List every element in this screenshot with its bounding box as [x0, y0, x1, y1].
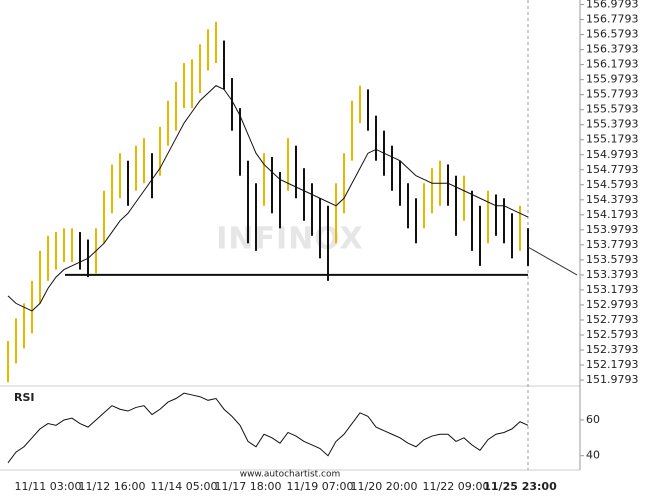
y-tick-label: 152.7793 — [586, 313, 639, 326]
y-tick-label: 155.9793 — [586, 73, 639, 86]
y-tick-label: 152.3793 — [586, 343, 639, 356]
y-tick-label: 155.7793 — [586, 88, 639, 101]
rsi-title: RSI — [14, 391, 35, 404]
y-tick-label: 60 — [586, 413, 600, 426]
y-tick-label: 155.3793 — [586, 118, 639, 131]
y-tick-label: 40 — [586, 449, 600, 462]
projection-line — [527, 246, 578, 276]
x-tick-label: 11/19 07:00 — [287, 480, 354, 493]
y-tick-label: 155.5793 — [586, 103, 639, 116]
x-tick-label: 11/17 18:00 — [215, 480, 282, 493]
y-tick-label: 152.5793 — [586, 328, 639, 341]
x-tick-label: 11/25 23:00 — [483, 480, 557, 493]
y-tick-label: 153.3793 — [586, 268, 639, 281]
y-tick-label: 153.5793 — [586, 253, 639, 266]
y-tick-label: 156.9793 — [586, 0, 639, 11]
y-tick-label: 154.9793 — [586, 148, 639, 161]
x-tick-label: 11/12 16:00 — [79, 480, 146, 493]
y-tick-label: 156.5793 — [586, 28, 639, 41]
y-tick-label: 156.1793 — [586, 58, 639, 71]
rsi-line — [7, 392, 529, 464]
y-tick-label: 154.7793 — [586, 163, 639, 176]
y-tick-label: 152.1793 — [586, 358, 639, 371]
y-tick-label: 153.9793 — [586, 223, 639, 236]
watermark: INFINOX — [216, 222, 364, 257]
y-tick-label: 153.1793 — [586, 283, 639, 296]
y-tick-label: 152.9793 — [586, 298, 639, 311]
moving-average — [7, 85, 529, 312]
y-tick-label: 153.7793 — [586, 238, 639, 251]
footer: www.autochartist.com — [240, 470, 341, 480]
x-tick-label: 11/22 09:00 — [423, 480, 490, 493]
y-tick-label: 156.7793 — [586, 13, 639, 26]
y-tick-label: 155.1793 — [586, 133, 639, 146]
y-tick-label: 154.5793 — [586, 178, 639, 191]
x-tick-label: 11/20 20:00 — [351, 480, 418, 493]
x-tick-label: 11/14 05:00 — [151, 480, 218, 493]
y-tick-label: 151.9793 — [586, 373, 639, 386]
y-tick-label: 154.1793 — [586, 208, 639, 221]
y-tick-label: 154.3793 — [586, 193, 639, 206]
x-tick-label: 11/11 03:00 — [15, 480, 82, 493]
y-tick-label: 156.3793 — [586, 43, 639, 56]
